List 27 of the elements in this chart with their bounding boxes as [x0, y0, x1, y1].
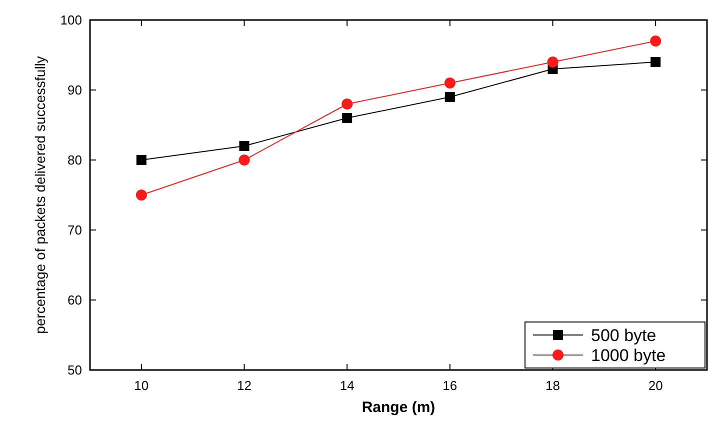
y-axis-title: percentage of packets delivered successfully: [32, 56, 48, 334]
point: [238, 154, 250, 166]
x-tick-label: 20: [648, 378, 663, 393]
y-tick-label: 60: [68, 292, 82, 308]
point: [239, 141, 250, 151]
point: [650, 36, 662, 46]
point: [444, 78, 456, 88]
y-tick-label: 50: [68, 362, 82, 378]
point: [444, 92, 455, 102]
point: [136, 190, 147, 200]
x-tick-label: 10: [134, 378, 149, 393]
point: [136, 155, 146, 165]
point: [650, 57, 661, 67]
point: [547, 56, 558, 68]
x-axis-title: Range (m): [362, 399, 436, 416]
legend-label: 500 byte: [591, 326, 656, 345]
legend-label: 1000 byte: [591, 346, 666, 365]
point: [342, 113, 352, 123]
x-tick-label: 18: [546, 378, 560, 393]
y-tick-label: 90: [68, 82, 82, 98]
x-tick-label: 14: [340, 378, 354, 393]
y-tick-label: 100: [60, 12, 82, 28]
x-tick-label: 12: [237, 378, 252, 393]
point: [342, 98, 353, 110]
y-tick-label: 70: [68, 222, 82, 238]
y-tick-label: 80: [68, 152, 82, 168]
x-tick-label: 16: [442, 378, 458, 393]
